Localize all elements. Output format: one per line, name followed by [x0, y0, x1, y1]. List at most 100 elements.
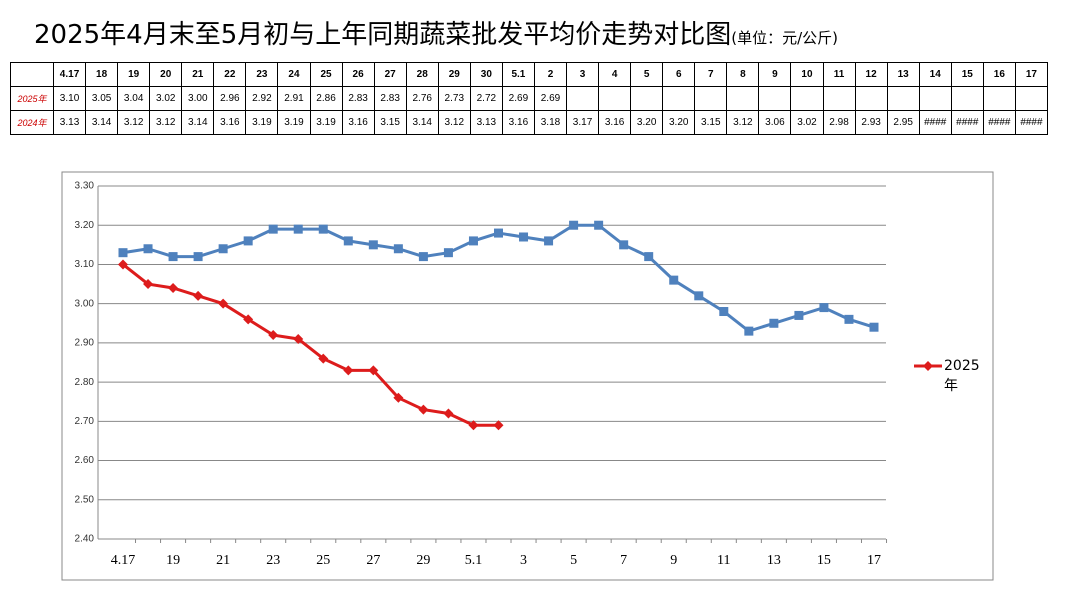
cell: 2.76: [405, 86, 439, 111]
marker: [519, 232, 529, 242]
header-cell: 17: [1014, 62, 1049, 87]
header-cell: 24: [277, 62, 311, 87]
x-tick-label: 5.1: [465, 553, 483, 568]
header-cell: 20: [149, 62, 183, 87]
cell: 3.12: [117, 110, 151, 135]
marker: [393, 244, 403, 254]
cell: ####: [982, 110, 1016, 135]
x-tick-label: 3: [520, 553, 527, 568]
cell: 3.10: [52, 86, 87, 111]
x-tick-label: 13: [767, 553, 781, 568]
marker: [493, 420, 504, 431]
marker: [418, 252, 428, 262]
marker: [318, 353, 329, 364]
cell: 3.13: [52, 110, 87, 135]
unit: (单位：元/公斤): [731, 29, 839, 47]
cell: 3.12: [149, 110, 183, 135]
marker: [168, 282, 179, 293]
marker: [744, 326, 754, 336]
cell: 2.86: [309, 86, 343, 111]
cell: 2.95: [886, 110, 920, 135]
cell: 3.16: [213, 110, 247, 135]
y-tick-label: 2.90: [75, 338, 95, 349]
header-cell: 26: [341, 62, 375, 87]
cell: [598, 86, 632, 111]
x-tick-label: 15: [817, 553, 831, 568]
header-cell: 14: [918, 62, 952, 87]
marker: [318, 224, 328, 234]
data-table: 4.17 18 19 20 21 22 23 24 25 26 27 28 29 30 5.1 2 3 4 5 6 7 8…: [10, 62, 1049, 135]
cell: 3.14: [405, 110, 439, 135]
marker: [168, 252, 178, 262]
cell: 3.16: [598, 110, 632, 135]
marker: [694, 291, 704, 301]
y-tick-label: 3.10: [75, 259, 95, 270]
header-cell: 19: [117, 62, 151, 87]
x-tick-label: 9: [670, 553, 677, 568]
title: 2025年4月末至5月初与上年同期蔬菜批发平均价走势对比图(单位：元/公斤): [34, 14, 838, 51]
marker: [243, 314, 254, 325]
marker: [118, 248, 128, 258]
cell: 2.83: [341, 86, 375, 111]
x-tick-label: 11: [717, 553, 730, 568]
legend-marker: [923, 361, 933, 371]
marker: [343, 236, 353, 246]
cell: ####: [950, 110, 984, 135]
cell: 2.69: [533, 86, 568, 111]
y-tick-label: 2.70: [75, 416, 95, 427]
marker: [443, 248, 453, 258]
marker: [468, 420, 479, 431]
header-cell: 13: [886, 62, 920, 87]
marker: [468, 236, 478, 246]
marker: [268, 224, 278, 234]
marker: [594, 220, 604, 230]
x-tick-label: 19: [166, 553, 180, 568]
cell: 2.93: [854, 110, 888, 135]
cell: 3.05: [85, 86, 119, 111]
marker: [443, 408, 454, 419]
marker: [794, 310, 804, 320]
x-tick-label: 21: [216, 553, 230, 568]
cell: 3.13: [469, 110, 503, 135]
cell: 3.19: [309, 110, 343, 135]
cell: [1014, 86, 1049, 111]
marker: [243, 236, 253, 246]
marker: [844, 314, 854, 324]
y-tick-label: 3.20: [75, 220, 95, 231]
marker: [569, 220, 579, 230]
marker: [268, 330, 279, 341]
x-tick-label: 23: [266, 553, 280, 568]
header-cell: 11: [822, 62, 856, 87]
marker: [193, 290, 204, 301]
title-text: 2025年4月末至5月初与上年同期蔬菜批发平均价走势对比图: [34, 20, 732, 50]
series-line: [122, 263, 499, 427]
y-tick-label: 2.40: [75, 534, 95, 545]
header-cell: 2: [533, 62, 568, 87]
marker: [644, 252, 654, 262]
legend-label: 2025年: [944, 358, 980, 394]
y-tick-label: 2.80: [75, 377, 95, 388]
marker: [293, 333, 304, 344]
cell: [726, 86, 760, 111]
cell: 3.12: [437, 110, 471, 135]
header-cell: 21: [181, 62, 215, 87]
cell: [790, 86, 824, 111]
x-tick-label: 4.17: [111, 553, 136, 568]
x-tick-label: 25: [316, 553, 330, 568]
marker: [218, 244, 228, 254]
cell: [565, 86, 600, 111]
row-label: 2024年: [10, 110, 54, 135]
series-line: [122, 223, 875, 333]
header-cell: 22: [213, 62, 247, 87]
cell: 3.06: [758, 110, 792, 135]
marker: [619, 240, 629, 250]
marker: [769, 318, 779, 328]
y-tick-label: 3.30: [75, 181, 95, 192]
x-tick-label: 7: [620, 553, 627, 568]
header-cell: 18: [85, 62, 119, 87]
cell: 2.92: [245, 86, 279, 111]
header-cell: 5.1: [501, 62, 535, 87]
marker: [218, 298, 229, 309]
